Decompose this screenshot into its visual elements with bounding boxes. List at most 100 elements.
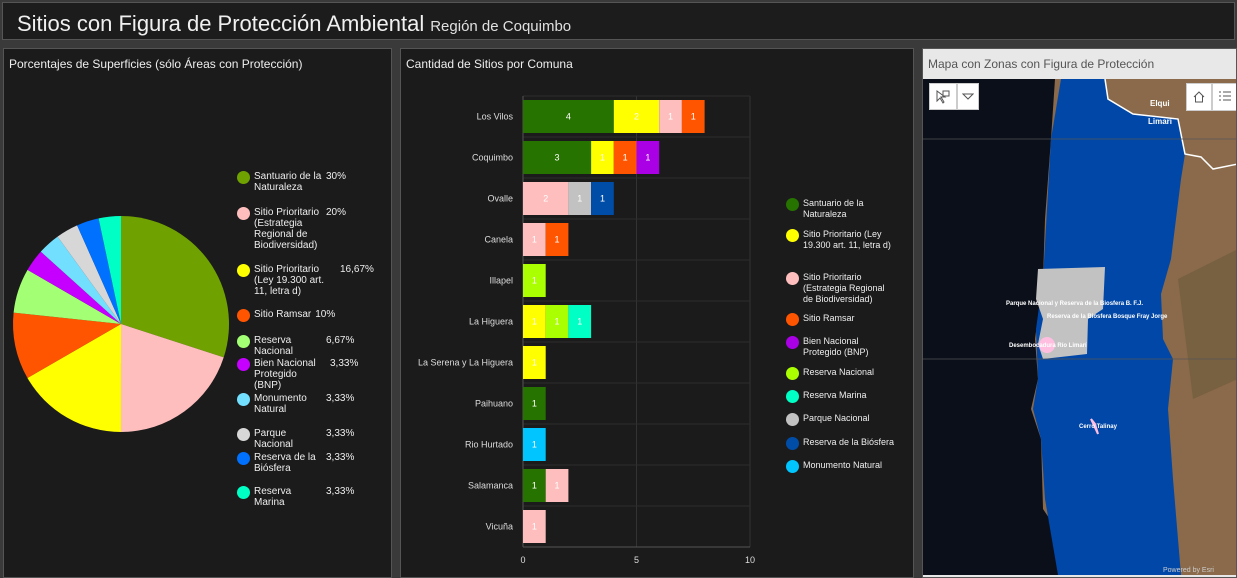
bar-data-label: 2 [634, 112, 639, 122]
legend-swatch [786, 413, 799, 426]
pie-slice-parque-nacional[interactable] [57, 225, 121, 324]
map-label-elqui: Elqui [1150, 99, 1170, 108]
legend-swatch [237, 335, 250, 348]
pie-legend-item[interactable]: Parque Nacional 3,33% [237, 428, 354, 450]
y-tick-label: La Serena y La Higuera [418, 358, 513, 368]
legend-swatch [237, 486, 250, 499]
bar-segment-canela[interactable] [523, 223, 546, 256]
legend-swatch [237, 171, 250, 184]
bar-segment-salamanca[interactable] [523, 469, 546, 502]
bar-legend-item[interactable]: Santuario de la Naturaleza [786, 198, 895, 220]
bar-legend-item[interactable]: Reserva Nacional [786, 367, 874, 380]
bar-legend-item[interactable]: Sitio Prioritario (Estrategia Regional d… [786, 272, 895, 305]
legend-button[interactable] [1212, 83, 1236, 111]
bar-segment-los-vilos[interactable] [613, 100, 660, 133]
bar-data-label: 1 [600, 153, 605, 163]
y-tick-label: Salamanca [468, 481, 513, 491]
pie-legend-item[interactable]: Sitio Ramsar 10% [237, 309, 335, 322]
legend-percent: 3,33% [326, 393, 355, 404]
bar-segment-la-higuera[interactable] [568, 305, 592, 338]
bar-segment-rio-hurtado[interactable] [523, 428, 546, 461]
bar-data-label: 1 [577, 317, 582, 327]
y-tick-label: Canela [484, 235, 513, 245]
legend-label: Reserva Marina [254, 486, 292, 508]
bar-segment-ovalle[interactable] [591, 182, 614, 215]
y-tick-label: Ovalle [487, 194, 513, 204]
legend-swatch [786, 198, 799, 211]
y-tick-label: Rio Hurtado [465, 440, 513, 450]
pie-slice-sitio-prioritario-estrategia-regional-de-biodiversidad[interactable] [120, 324, 224, 432]
pie-slice-reserva-marina[interactable] [98, 216, 121, 324]
bar-segment-los-vilos[interactable] [681, 100, 705, 133]
pie-legend-item[interactable]: Reserva Marina 3,33% [237, 486, 354, 508]
pie-legend-item[interactable]: Santuario de la Naturaleza 30% [237, 171, 346, 193]
legend-label: Monumento Natural [803, 460, 883, 470]
pie-legend-item[interactable]: Sitio Prioritario (Ley 19.300 art. 11, l… [237, 264, 374, 297]
legend-label: Parque Nacional [803, 413, 870, 423]
bar-legend-item[interactable]: Sitio Ramsar [786, 313, 855, 326]
legend-percent: 3,33% [330, 358, 359, 369]
bar-segment-paihuano[interactable] [523, 387, 546, 420]
pie-slice-reserva-nacional[interactable] [13, 269, 121, 324]
home-button[interactable] [1186, 83, 1212, 111]
legend-swatch [786, 437, 799, 450]
bar-segment-canela[interactable] [545, 223, 569, 256]
bar-segment-los-vilos[interactable] [659, 100, 682, 133]
bar-segment-coquimbo[interactable] [613, 141, 637, 174]
bar-legend-item[interactable]: Monumento Natural [786, 460, 882, 473]
bar-legend-item[interactable]: Sitio Prioritario (Ley 19.300 art. 11, l… [786, 229, 895, 251]
map-panel: Mapa con Zonas con Figura de Protección … [922, 48, 1237, 578]
select-dropdown-button[interactable] [957, 83, 979, 110]
bar-segment-salamanca[interactable] [545, 469, 569, 502]
legend-list-icon [1219, 91, 1231, 101]
pie-slice-reserva-de-la-biosfera[interactable] [77, 218, 121, 324]
bar-segment-coquimbo[interactable] [591, 141, 614, 174]
bar-segment-coquimbo[interactable] [636, 141, 660, 174]
bar-legend-item[interactable]: Reserva Marina [786, 390, 867, 403]
pie-legend-item[interactable]: Reserva Nacional 6,67% [237, 335, 354, 357]
bar-legend-item[interactable]: Reserva de la Biósfera [786, 437, 894, 450]
bar-segment-illapel[interactable] [523, 264, 546, 297]
legend-swatch [786, 272, 799, 285]
bar-segment-la-higuera[interactable] [545, 305, 569, 338]
bar-data-label: 1 [555, 235, 560, 245]
map-rio-limari-area[interactable] [1039, 337, 1055, 353]
legend-label: Sitio Ramsar [803, 313, 855, 323]
bar-legend-item[interactable]: Parque Nacional [786, 413, 870, 426]
bar-data-label: 1 [623, 153, 628, 163]
bar-segment-los-vilos[interactable] [523, 100, 614, 133]
map-reserva-biosfera-area[interactable] [1033, 79, 1185, 575]
pie-chart-panel: Porcentajes de Superficies (sólo Áreas c… [3, 48, 392, 578]
bar-segment-vicuna[interactable] [523, 510, 546, 543]
map-label-fray-jorge-pn: Parque Nacional y Reserva de la Biosfera… [1006, 301, 1143, 307]
pie-slice-monumento-natural[interactable] [40, 236, 121, 324]
pie-slice-sitio-prioritario-ley-19-300-art-11-letra-d[interactable] [27, 324, 122, 432]
bar-segment-ovalle[interactable] [523, 182, 569, 215]
bar-segment-coquimbo[interactable] [523, 141, 592, 174]
select-tool-button[interactable] [929, 83, 957, 110]
legend-swatch [786, 336, 799, 349]
pie-legend-item[interactable]: Bien Nacional Protegido (BNP) 3,33% [237, 358, 358, 391]
pie-slice-santuario-de-la-naturaleza[interactable] [121, 216, 229, 358]
map-view[interactable]: Elqui Limarí Parque Nacional y Reserva d… [923, 79, 1237, 575]
bar-panel-title: Cantidad de Sitios por Comuna [406, 57, 573, 71]
legend-label: Reserva Marina [803, 390, 867, 400]
bar-data-label: 1 [555, 317, 560, 327]
bar-legend-item[interactable]: Bien Nacional Protegido (BNP) [786, 336, 895, 358]
legend-swatch [786, 367, 799, 380]
pie-legend-item[interactable]: Monumento Natural 3,33% [237, 393, 354, 415]
pie-slice-bien-nacional-protegido-bnp[interactable] [27, 251, 122, 324]
pie-legend-item[interactable]: Sitio Prioritario (Estrategia Regional d… [237, 207, 346, 251]
dropdown-icon [962, 93, 974, 100]
pie-legend-item[interactable]: Reserva de la Biósfera 3,33% [237, 452, 354, 474]
legend-percent: 16,67% [340, 264, 374, 275]
map-parque-nacional-area[interactable] [1036, 267, 1105, 359]
bar-segment-la-serena-y-la-higuera[interactable] [523, 346, 546, 379]
bar-segment-la-higuera[interactable] [523, 305, 546, 338]
y-tick-label: Los Vilos [477, 112, 514, 122]
pie-slice-sitio-ramsar[interactable] [13, 312, 122, 378]
bar-segment-ovalle[interactable] [568, 182, 592, 215]
legend-label: Sitio Prioritario (Estrategia Regional d… [254, 207, 320, 251]
map-attribution: Powered by Esri [1163, 567, 1214, 574]
legend-swatch [237, 207, 250, 220]
